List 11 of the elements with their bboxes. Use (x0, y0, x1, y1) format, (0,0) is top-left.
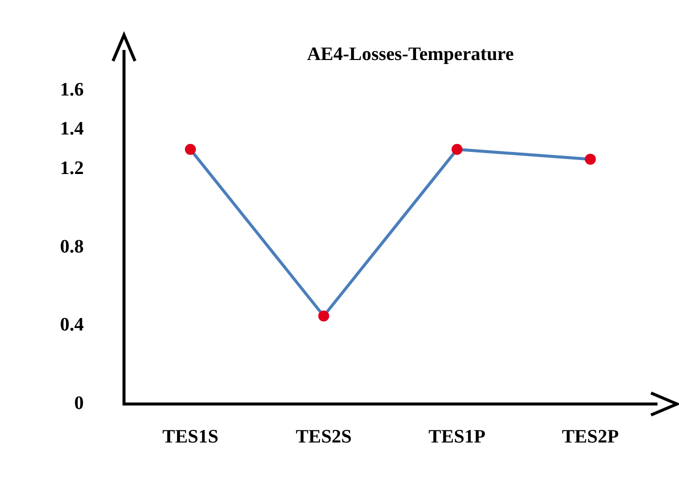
x-tick-label: TES2P (562, 426, 620, 448)
y-tick-label: 1.4 (60, 118, 84, 140)
chart-title: AE4-Losses-Temperature (306, 44, 514, 65)
x-tick-label: TES2S (296, 426, 352, 448)
y-tick-label: 0 (74, 393, 84, 414)
x-tick-label: TES1S (162, 426, 218, 448)
y-tick-label: 0.4 (60, 314, 84, 336)
x-tick-label: TES1P (428, 426, 486, 448)
y-tick-label: 1.6 (60, 80, 84, 101)
y-tick-label: 1.2 (60, 158, 84, 179)
y-tick-label: 0.8 (60, 236, 84, 258)
